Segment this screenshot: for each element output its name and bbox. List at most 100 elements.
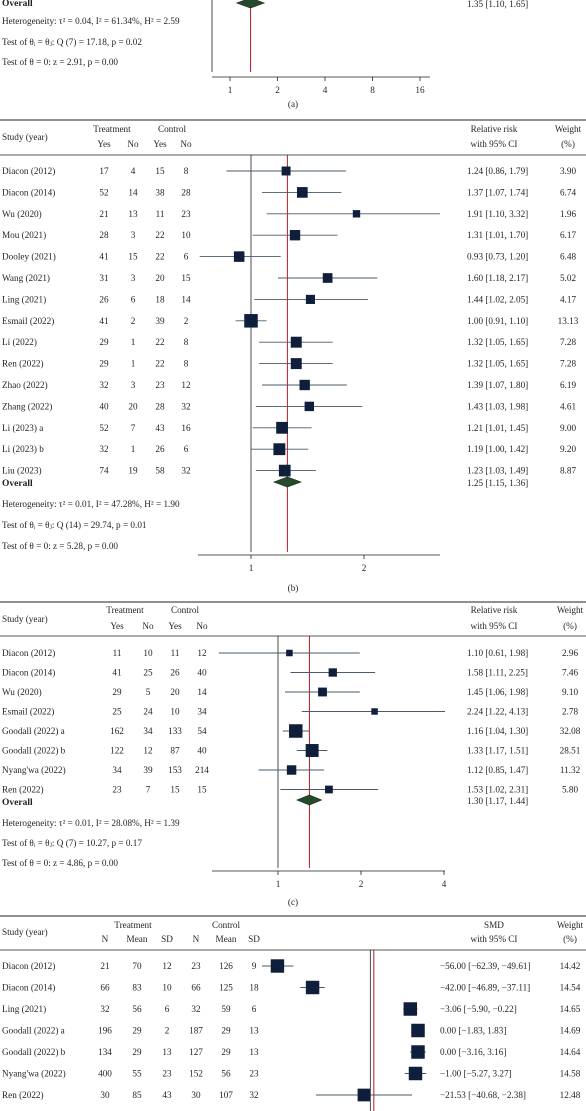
study-weight: 6.74 — [560, 187, 576, 197]
x-tick-label: 2 — [275, 85, 280, 95]
panel-d-head-mean: Mean — [127, 934, 148, 944]
effect-square — [357, 1088, 371, 1102]
effect-square — [325, 785, 333, 794]
study-count: 29 — [221, 1026, 231, 1036]
study-count: 127 — [189, 1047, 203, 1057]
study-count: 10 — [170, 707, 180, 717]
x-tick-label: 2 — [362, 563, 367, 573]
effect-square — [318, 687, 327, 697]
study-count: 30 — [100, 1090, 110, 1100]
effect-ci: 1.44 [1.02, 2.05] — [467, 294, 528, 304]
study-row: Goodall (2022) b 122 12 87 40 1.33 [1.17, 1.5… — [2, 744, 581, 757]
study-count: 32 — [100, 1004, 110, 1014]
study-count: 40 — [197, 668, 207, 678]
study-count: 15 — [181, 273, 191, 283]
study-name: Li (2023) b — [2, 444, 44, 454]
study-count: 66 — [191, 983, 201, 993]
effect-square — [233, 251, 245, 262]
study-count: 30 — [191, 1090, 201, 1100]
effect-square — [403, 1002, 418, 1016]
panel-d: Study (year) Treatment Control N Mean SD… — [0, 915, 586, 1111]
study-count: 21 — [99, 209, 109, 219]
study-count: 6 — [252, 1004, 257, 1014]
study-count: 34 — [197, 707, 207, 717]
study-count: 18 — [155, 294, 165, 304]
study-count: 56 — [221, 1069, 231, 1079]
study-name: Dooley (2021) — [2, 252, 56, 262]
study-name: Goodall (2022) b — [2, 746, 66, 756]
study-count: 25 — [143, 668, 153, 678]
panel-d-head-weight: Weight — [557, 920, 584, 930]
panel-b-head-weight: Weight — [555, 124, 582, 134]
panel-b-head-yes: Yes — [153, 139, 167, 149]
panel-b-head-no: No — [127, 139, 139, 149]
study-row: Diacon (2014) 41 25 26 40 1.58 [1.11, 2.25] 7.… — [2, 668, 578, 678]
study-count: 18 — [249, 983, 259, 993]
study-count: 12 — [162, 961, 172, 971]
panel-a-test-homogeneity: Test of θᵢ = θⱼ: Q (7) = 17.18, p = 0.02 — [2, 37, 142, 47]
study-count: 12 — [181, 380, 191, 390]
study-count: 15 — [170, 785, 180, 795]
study-row: Li (2022) 29 1 22 8 1.32 [1.05, 1.65] 7.28 — [2, 336, 576, 348]
effect-ci: 1.00 [0.91, 1.10] — [467, 316, 528, 326]
study-count: 1 — [131, 444, 136, 454]
study-weight: 4.61 — [560, 401, 576, 411]
panel-d-head-sd: SD — [161, 934, 173, 944]
panel-d-head-mean: Mean — [216, 934, 237, 944]
study-weight: 11.32 — [560, 765, 581, 775]
study-count: 34 — [112, 765, 122, 775]
x-tick-label: 4 — [442, 879, 447, 889]
study-count: 187 — [189, 1026, 203, 1036]
panel-c-test-zero: Test of θ = 0: z = 4.86, p = 0.00 — [2, 858, 118, 868]
study-weight: 14.54 — [560, 983, 581, 993]
panel-d-head-n: N — [102, 934, 109, 944]
study-row: Liu (2023) 74 19 58 32 1.23 [1.03, 1.49] 8.87 — [2, 464, 576, 477]
study-count: 22 — [155, 337, 165, 347]
study-weight: 7.28 — [560, 359, 576, 369]
study-count: 29 — [112, 687, 122, 697]
study-count: 31 — [99, 273, 109, 283]
study-weight: 7.46 — [562, 668, 578, 678]
effect-square — [305, 744, 319, 757]
panel-b-overall-diamond — [272, 476, 303, 488]
study-count: 39 — [143, 765, 153, 775]
study-name: Ling (2021) — [2, 1004, 46, 1014]
study-name: Goodall (2022) a — [2, 1026, 65, 1036]
study-count: 214 — [195, 765, 209, 775]
study-count: 41 — [99, 316, 109, 326]
effect-ci: −56.00 [−62.39, −49.61] — [440, 961, 531, 971]
study-weight: 14.69 — [560, 1026, 581, 1036]
study-count: 32 — [99, 444, 109, 454]
effect-ci: 1.12 [0.85, 1.47] — [467, 765, 528, 775]
study-count: 29 — [99, 337, 109, 347]
study-count: 13 — [162, 1047, 172, 1057]
study-name: Diacon (2012) — [2, 961, 55, 971]
study-count: 10 — [181, 230, 191, 240]
effect-ci: 1.19 [1.00, 1.42] — [467, 444, 528, 454]
study-count: 32 — [249, 1090, 259, 1100]
effect-ci: 1.32 [1.05, 1.65] — [467, 359, 528, 369]
effect-square — [290, 336, 302, 348]
panel-c-head-no: No — [142, 621, 154, 631]
study-row: Nyang'wa (2022) 400 55 23 152 56 23 −1.00 [−5.2… — [2, 1066, 581, 1081]
study-count: 32 — [191, 1004, 201, 1014]
effect-ci: 1.43 [1.03, 1.98] — [467, 401, 528, 411]
study-count: 5 — [146, 687, 151, 697]
effect-square — [328, 668, 337, 677]
study-count: 2 — [131, 316, 136, 326]
panel-c-ticks: 1 2 4 — [276, 871, 447, 889]
study-count: 7 — [146, 785, 151, 795]
study-row: Zhang (2022) 40 20 28 32 1.43 [1.03, 1.98] 4.6… — [2, 401, 576, 411]
study-weight: 14.42 — [560, 961, 581, 971]
panel-b-rows: Diacon (2012) 17 4 15 8 1.24 [0.86, 1.79] 3.90… — [2, 166, 579, 477]
study-count: 196 — [98, 1026, 112, 1036]
study-count: 4 — [131, 166, 136, 176]
study-count: 125 — [219, 983, 233, 993]
study-count: 17 — [99, 166, 109, 176]
x-tick-label: 2 — [359, 879, 364, 889]
effect-ci: 1.53 [1.02, 2.31] — [467, 785, 528, 795]
study-name: Goodall (2022) b — [2, 1047, 66, 1057]
study-name: Wu (2020) — [2, 687, 42, 697]
study-weight: 9.00 — [560, 423, 576, 433]
